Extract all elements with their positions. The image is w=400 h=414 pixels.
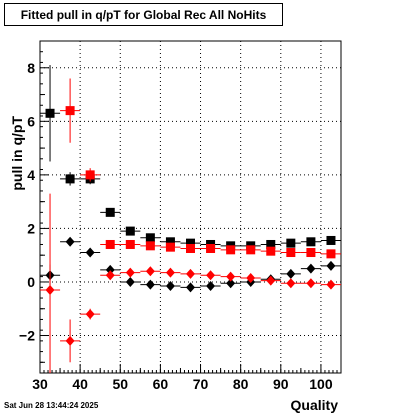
x-tick-label: 40 xyxy=(72,376,88,392)
data-point-diamond xyxy=(326,279,336,290)
data-point-diamond xyxy=(125,276,135,287)
x-tick-label: 80 xyxy=(233,376,249,392)
data-point-diamond xyxy=(165,267,175,278)
data-point-diamond xyxy=(145,279,155,290)
data-point-square xyxy=(145,241,155,251)
x-tick-label: 60 xyxy=(153,376,169,392)
data-point-diamond xyxy=(145,266,155,277)
data-point-square xyxy=(326,249,336,259)
data-point-square xyxy=(246,245,256,255)
data-marks xyxy=(40,65,341,373)
data-point-square xyxy=(145,233,155,243)
data-point-diamond xyxy=(226,271,236,282)
data-point-square xyxy=(125,226,135,236)
data-point-square xyxy=(165,242,175,252)
data-point-square xyxy=(266,246,276,256)
data-point-square xyxy=(165,237,175,247)
y-tick-label: 8 xyxy=(27,60,35,76)
y-tick-label: 2 xyxy=(27,220,35,236)
x-tick-label: 100 xyxy=(309,376,333,392)
data-point-square xyxy=(266,239,276,249)
grid xyxy=(40,41,341,373)
series-1 xyxy=(60,78,341,259)
timestamp: Sat Jun 28 13:44:24 2025 xyxy=(4,401,99,410)
data-point-square xyxy=(125,239,135,249)
data-point-diamond xyxy=(65,236,75,247)
data-point-square xyxy=(306,237,316,247)
data-point-square xyxy=(286,238,296,248)
data-point-square xyxy=(65,174,75,184)
series-0 xyxy=(40,65,341,251)
x-tick-label: 30 xyxy=(32,376,48,392)
x-tick-label: 90 xyxy=(273,376,289,392)
data-point-square xyxy=(186,244,195,253)
data-point-square xyxy=(105,239,115,249)
data-point-diamond xyxy=(65,335,75,346)
data-point-diamond xyxy=(206,270,216,281)
data-point-square xyxy=(286,248,296,258)
data-point-diamond xyxy=(105,270,115,281)
data-point-diamond xyxy=(186,268,195,279)
data-point-square xyxy=(45,108,55,118)
y-tick-label: −2 xyxy=(19,328,35,344)
data-point-square xyxy=(186,238,195,248)
x-axis-title: Quality xyxy=(291,397,339,413)
data-point-diamond xyxy=(206,280,216,291)
data-point-square xyxy=(85,170,95,180)
axis-ticks: 30 40 50 60 70 80 90 100 −2 0 2 4 6 8 xyxy=(19,40,342,392)
data-point-diamond xyxy=(286,278,296,289)
y-tick-label: 4 xyxy=(27,167,35,183)
y-tick-label: 6 xyxy=(27,113,35,129)
data-point-diamond xyxy=(85,309,95,320)
x-tick-label: 70 xyxy=(193,376,209,392)
data-point-square xyxy=(105,207,115,217)
data-point-square xyxy=(226,245,236,255)
plot-frame xyxy=(39,40,342,374)
data-point-diamond xyxy=(306,263,316,274)
data-point-square xyxy=(206,244,216,253)
series-2 xyxy=(40,236,341,293)
y-axis-title: pull in q/pT xyxy=(9,116,25,191)
data-point-diamond xyxy=(85,247,95,258)
data-point-diamond xyxy=(45,285,55,295)
data-point-square xyxy=(306,248,316,258)
data-point-diamond xyxy=(326,260,336,271)
data-point-diamond xyxy=(246,272,256,283)
x-tick-label: 50 xyxy=(112,376,128,392)
data-point-diamond xyxy=(165,280,175,291)
data-point-square xyxy=(326,235,336,245)
data-point-diamond xyxy=(105,264,115,275)
chart-title: Fitted pull in q/pT for Global Rec All N… xyxy=(4,3,283,26)
data-point-square xyxy=(65,106,75,116)
data-point-diamond xyxy=(306,278,316,289)
data-point-diamond xyxy=(266,275,276,286)
data-point-diamond xyxy=(226,278,236,289)
data-point-diamond xyxy=(125,267,135,278)
data-point-diamond xyxy=(186,282,195,293)
series-3 xyxy=(40,193,341,373)
y-tick-label: 0 xyxy=(27,274,35,290)
data-point-diamond xyxy=(286,268,296,279)
